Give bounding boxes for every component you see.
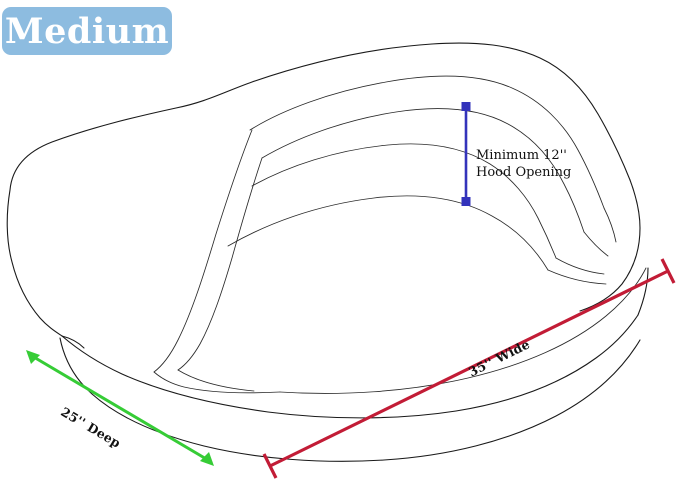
seam-right-converge-c: [555, 257, 605, 275]
bag-right-edge: [579, 179, 641, 312]
bag-base-band: [59, 337, 641, 462]
seam-line-1: [249, 75, 605, 209]
depth-dimension-arrow-end: [200, 452, 214, 466]
seam-right-converge-d: [547, 269, 607, 285]
hood-dimension-cap-bottom: [461, 197, 471, 206]
seam-line-4: [227, 195, 549, 271]
hood-opening-note-line1: Minimum 12'': [476, 148, 567, 163]
seam-right-converge-b: [583, 231, 609, 257]
width-dimension: [262, 258, 676, 479]
bag-outline-group: [6, 42, 649, 462]
bag-left-edge: [6, 189, 63, 337]
size-badge: Medium: [2, 7, 172, 55]
bag-front-top-edge: [61, 314, 639, 419]
size-badge-label: Medium: [4, 10, 170, 52]
bag-base-right-close: [637, 267, 649, 316]
hood-opening-dimension: [461, 102, 471, 206]
hood-opening-note: Minimum 12'' Hood Opening: [476, 148, 571, 181]
front-band-seam: [279, 267, 647, 394]
fold-line-left-v2: [177, 369, 255, 392]
depth-dimension-line: [31, 354, 209, 462]
width-dimension-cap-right: [660, 258, 676, 284]
seam-line-2: [261, 108, 585, 233]
fold-line-left-b: [177, 157, 263, 371]
fold-line-left-a: [153, 129, 253, 373]
depth-dimension-arrow-start: [26, 350, 40, 364]
bag-top-ridge-outer: [9, 42, 631, 191]
seam-right-converge-a: [603, 207, 617, 243]
width-dimension-line: [269, 269, 669, 468]
seam-line-3: [251, 143, 557, 259]
bag-left-corner-notch: [61, 335, 85, 349]
fold-line-left-v: [153, 371, 281, 394]
bag-seam-lines: [153, 75, 647, 394]
hood-opening-note-line2: Hood Opening: [476, 164, 572, 180]
width-dimension-cap-left: [262, 453, 278, 479]
hood-dimension-cap-top: [461, 102, 471, 111]
depth-dimension: [26, 350, 214, 466]
